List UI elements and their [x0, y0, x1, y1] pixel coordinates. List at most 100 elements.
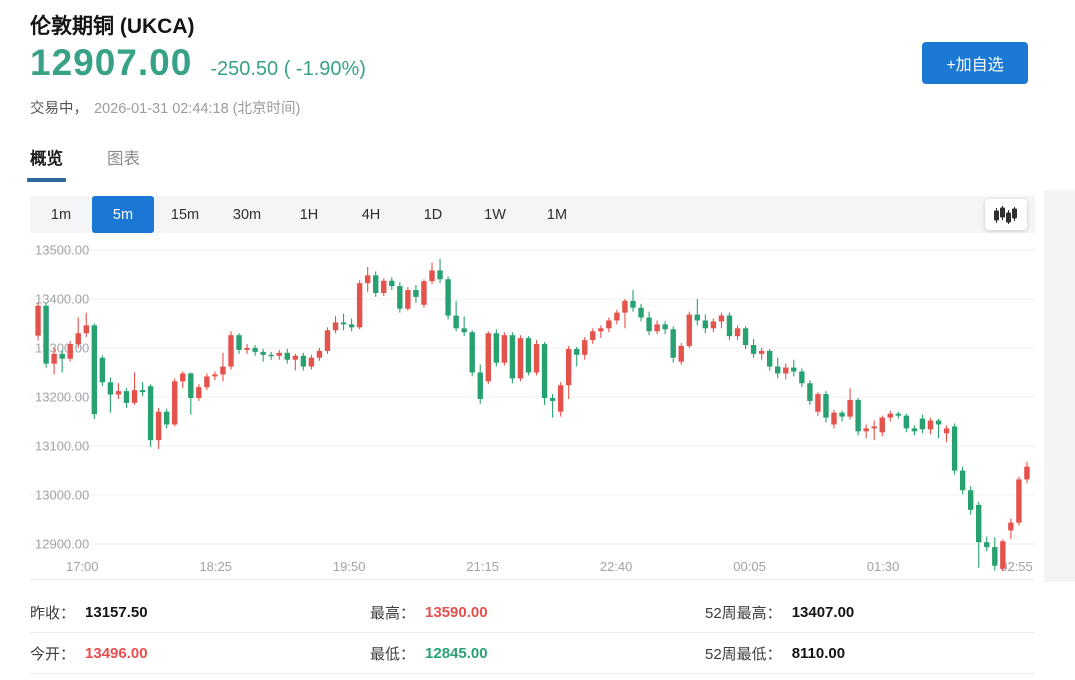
candle-body	[565, 348, 572, 386]
interval-1m[interactable]: 1m	[30, 196, 92, 233]
candle-body	[823, 394, 829, 418]
stat-column: 昨收： 13157.50 今开： 13496.00	[30, 592, 370, 674]
candle-body	[1000, 541, 1006, 569]
candle-body	[855, 399, 861, 432]
candle-body	[951, 426, 958, 471]
add-watchlist-button[interactable]: +加自选	[922, 42, 1028, 84]
stat-open: 今开： 13496.00	[30, 633, 370, 674]
candle-body	[686, 314, 692, 346]
candle-body	[710, 321, 717, 329]
candle-body	[284, 352, 290, 360]
x-axis-label: 02:55	[1000, 559, 1033, 574]
candle-body	[557, 385, 564, 412]
candle-body	[252, 347, 258, 352]
candle-body	[413, 290, 419, 297]
candle-body	[775, 366, 781, 374]
candle-body	[188, 373, 194, 398]
interval-1M[interactable]: 1M	[526, 196, 588, 233]
tab-chart[interactable]: 图表	[107, 150, 140, 168]
stat-value: 13157.50	[85, 603, 148, 621]
candle-body	[943, 428, 950, 434]
candle-body	[815, 394, 821, 412]
candle-body	[726, 315, 733, 337]
candle-body	[83, 325, 89, 334]
candle-body	[99, 357, 106, 383]
candle-body	[373, 275, 379, 293]
interval-15m[interactable]: 15m	[154, 196, 216, 233]
candle-body	[268, 354, 274, 357]
candle-body	[662, 324, 668, 330]
candle-body	[220, 366, 226, 375]
x-axis-label: 22:40	[600, 559, 633, 574]
candle-body	[911, 428, 918, 432]
candle-body	[445, 279, 451, 316]
y-axis-label: 13100.00	[35, 439, 89, 454]
candle-body	[172, 381, 178, 425]
candle-body	[485, 333, 491, 382]
candle-body	[638, 307, 644, 318]
stat-value: 8110.00	[791, 644, 846, 662]
candle-body	[389, 280, 395, 287]
x-axis-label: 21:15	[466, 559, 499, 574]
stat-label: 最高：	[370, 604, 416, 622]
candle-body	[839, 412, 845, 417]
candle-body	[461, 328, 467, 333]
candle-body	[348, 324, 355, 328]
candle-body	[147, 386, 154, 441]
candle-body	[919, 418, 926, 430]
price-row: 12907.00 -250.50 ( -1.90%)	[30, 42, 366, 84]
chart-type-button[interactable]	[985, 199, 1027, 230]
x-axis-label: 17:00	[66, 559, 99, 574]
interval-5m[interactable]: 5m	[92, 196, 154, 233]
interval-1D[interactable]: 1D	[402, 196, 464, 233]
interval-1W[interactable]: 1W	[464, 196, 526, 233]
candle-body	[43, 305, 49, 364]
stat-value: 13496.00	[85, 644, 148, 662]
candle-body	[477, 372, 483, 399]
interval-buttons: 1m 5m 15m 30m 1H 4H 1D 1W 1M	[30, 196, 588, 233]
tab-overview[interactable]: 概览	[27, 145, 66, 182]
candle-body	[107, 382, 114, 395]
stat-label: 最低：	[370, 645, 416, 663]
candle-body	[356, 283, 363, 328]
candle-body	[758, 350, 765, 354]
candle-body	[766, 350, 773, 367]
candle-body	[525, 338, 532, 373]
candle-body	[196, 387, 202, 398]
y-axis-label: 13000.00	[35, 488, 89, 503]
candle-body	[509, 335, 516, 379]
candle-body	[807, 383, 813, 401]
candle-body	[453, 315, 459, 329]
candle-body	[574, 348, 580, 355]
interval-30m[interactable]: 30m	[216, 196, 278, 233]
candle-body	[501, 335, 508, 363]
interval-4H[interactable]: 4H	[340, 196, 402, 233]
y-axis-label: 13400.00	[35, 291, 89, 306]
candle-body	[992, 547, 998, 566]
candle-body	[582, 340, 588, 355]
stat-label: 今开：	[30, 645, 76, 663]
candle-body	[799, 371, 805, 384]
candle-body	[340, 322, 347, 325]
stat-column: 52周最高： 13407.00 52周最低： 8110.00	[705, 592, 1035, 674]
candle-body	[959, 470, 966, 491]
candle-body	[614, 312, 620, 321]
y-axis-label: 12900.00	[35, 537, 89, 552]
x-axis-label: 00:05	[733, 559, 766, 574]
candle-body	[292, 355, 299, 360]
stats-grid: 昨收： 13157.50 今开： 13496.00 最高： 13590.00 最低： 1284…	[30, 592, 1035, 674]
candlestick-chart[interactable]: 13500.0013400.0013300.0013200.0013100.00…	[30, 240, 1035, 580]
candle-body	[35, 305, 41, 336]
stat-prev-close: 昨收： 13157.50	[30, 592, 370, 633]
last-price: 12907.00	[30, 42, 193, 83]
interval-1H[interactable]: 1H	[278, 196, 340, 233]
candle-body	[381, 280, 387, 293]
candle-body	[493, 333, 500, 363]
candle-body	[91, 325, 98, 415]
candle-body	[702, 320, 709, 329]
candle-body	[437, 270, 443, 280]
candle-body	[212, 374, 218, 377]
instrument-title: 伦敦期铜 (UKCA)	[30, 15, 195, 38]
candle-body	[405, 290, 411, 309]
interval-bar: 1m 5m 15m 30m 1H 4H 1D 1W 1M	[30, 196, 1035, 233]
